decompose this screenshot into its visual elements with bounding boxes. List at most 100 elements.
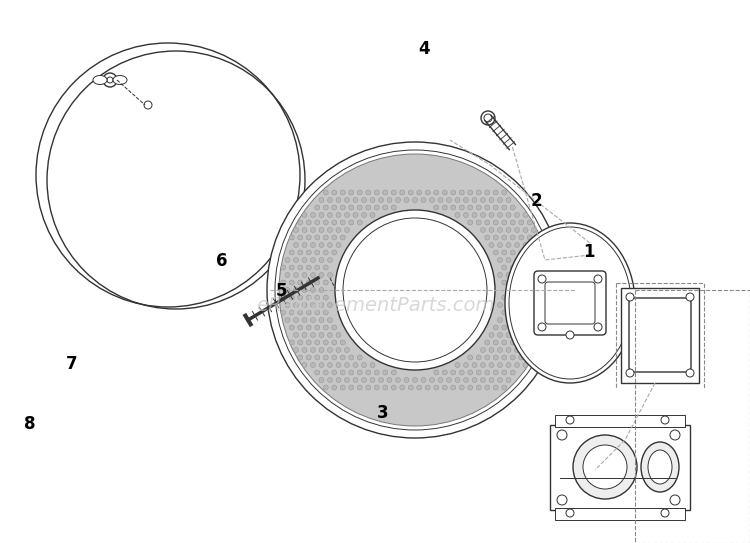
Text: 1: 1	[583, 243, 595, 262]
Circle shape	[325, 263, 335, 273]
Circle shape	[481, 212, 485, 218]
Circle shape	[280, 295, 286, 300]
Circle shape	[468, 190, 472, 195]
Circle shape	[349, 190, 354, 195]
Text: 7: 7	[65, 355, 77, 373]
Circle shape	[323, 325, 328, 330]
Circle shape	[315, 310, 320, 315]
Circle shape	[366, 205, 370, 210]
Circle shape	[519, 295, 524, 300]
Circle shape	[527, 295, 532, 300]
Circle shape	[392, 370, 396, 375]
Circle shape	[527, 250, 532, 255]
Circle shape	[353, 198, 358, 203]
Circle shape	[502, 310, 507, 315]
Circle shape	[502, 340, 507, 345]
Circle shape	[332, 340, 337, 345]
Circle shape	[497, 257, 502, 262]
Circle shape	[306, 250, 311, 255]
Circle shape	[433, 190, 439, 195]
Circle shape	[332, 190, 337, 195]
Circle shape	[532, 318, 536, 323]
Circle shape	[357, 190, 362, 195]
Circle shape	[357, 370, 362, 375]
Circle shape	[335, 210, 495, 370]
Circle shape	[494, 190, 498, 195]
Circle shape	[494, 340, 498, 345]
Circle shape	[459, 205, 464, 210]
Circle shape	[298, 280, 303, 285]
Circle shape	[340, 370, 345, 375]
Circle shape	[557, 430, 567, 440]
Circle shape	[476, 220, 482, 225]
Circle shape	[374, 190, 380, 195]
Circle shape	[421, 198, 426, 203]
Circle shape	[476, 370, 482, 375]
Circle shape	[382, 190, 388, 195]
Circle shape	[446, 377, 452, 382]
Circle shape	[328, 332, 332, 338]
Circle shape	[661, 416, 669, 424]
Circle shape	[344, 212, 350, 218]
Circle shape	[417, 190, 422, 195]
Circle shape	[328, 257, 332, 262]
Circle shape	[481, 377, 485, 382]
Circle shape	[340, 235, 345, 240]
Circle shape	[497, 363, 502, 368]
Circle shape	[510, 205, 515, 210]
Circle shape	[349, 220, 354, 225]
Circle shape	[519, 325, 524, 330]
Circle shape	[323, 220, 328, 225]
Ellipse shape	[648, 450, 672, 484]
Circle shape	[340, 205, 345, 210]
Circle shape	[395, 198, 400, 203]
Circle shape	[494, 235, 498, 240]
Circle shape	[344, 198, 350, 203]
Circle shape	[532, 302, 536, 307]
Circle shape	[357, 220, 362, 225]
Circle shape	[319, 198, 324, 203]
Circle shape	[315, 265, 320, 270]
Circle shape	[323, 265, 328, 270]
Circle shape	[280, 280, 286, 285]
Circle shape	[306, 280, 311, 285]
Circle shape	[306, 265, 311, 270]
Circle shape	[523, 318, 528, 323]
Circle shape	[489, 348, 494, 352]
Circle shape	[279, 154, 551, 426]
Circle shape	[400, 190, 405, 195]
Ellipse shape	[308, 260, 324, 271]
Circle shape	[315, 220, 320, 225]
Circle shape	[519, 310, 524, 315]
Circle shape	[332, 325, 337, 330]
Circle shape	[472, 198, 477, 203]
Circle shape	[298, 265, 303, 270]
Circle shape	[514, 273, 520, 277]
Circle shape	[306, 325, 311, 330]
Circle shape	[502, 385, 507, 390]
Circle shape	[506, 348, 511, 352]
Circle shape	[349, 385, 354, 390]
Circle shape	[532, 257, 536, 262]
Circle shape	[544, 265, 549, 270]
Circle shape	[446, 198, 452, 203]
Circle shape	[306, 220, 311, 225]
Circle shape	[323, 235, 328, 240]
Text: 3: 3	[376, 403, 388, 422]
Circle shape	[536, 325, 541, 330]
Circle shape	[413, 377, 418, 382]
Circle shape	[285, 257, 290, 262]
Circle shape	[357, 205, 362, 210]
Circle shape	[536, 295, 541, 300]
Circle shape	[532, 243, 536, 248]
Circle shape	[319, 273, 324, 277]
Circle shape	[527, 355, 532, 360]
Circle shape	[494, 205, 498, 210]
Circle shape	[362, 198, 367, 203]
Circle shape	[328, 302, 332, 307]
Circle shape	[566, 416, 574, 424]
Circle shape	[523, 302, 528, 307]
Circle shape	[343, 218, 487, 362]
Circle shape	[408, 385, 413, 390]
Circle shape	[523, 228, 528, 232]
